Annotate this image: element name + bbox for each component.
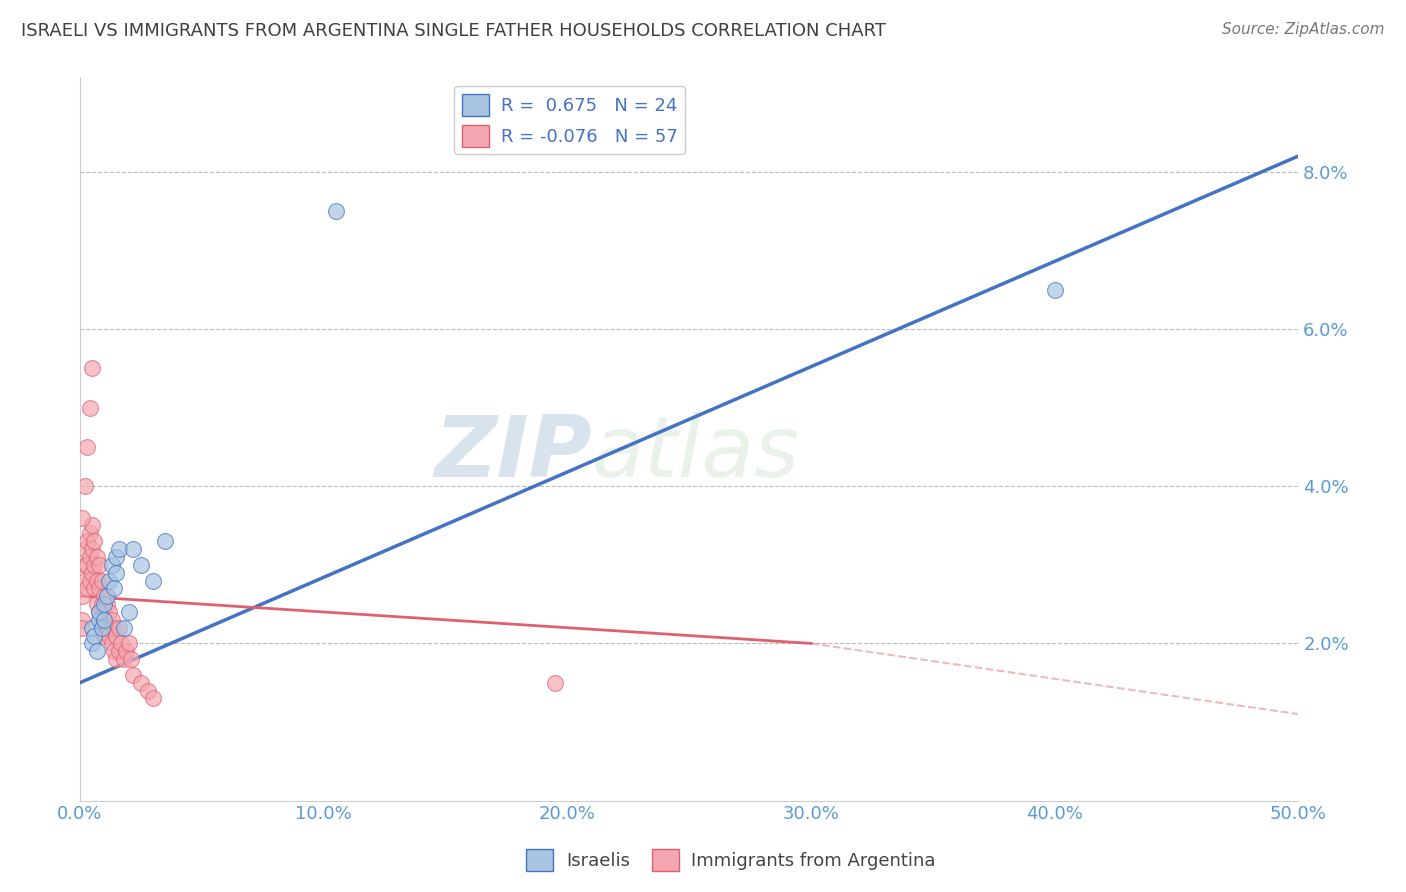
Point bbox=[142, 574, 165, 588]
Point bbox=[120, 652, 142, 666]
Text: Source: ZipAtlas.com: Source: ZipAtlas.com bbox=[1222, 22, 1385, 37]
Point bbox=[80, 566, 103, 580]
Point bbox=[117, 605, 139, 619]
Point bbox=[72, 621, 94, 635]
Point bbox=[80, 518, 103, 533]
Point bbox=[108, 542, 131, 557]
Point bbox=[89, 605, 111, 619]
Point bbox=[105, 628, 128, 642]
Point bbox=[103, 582, 125, 596]
Point bbox=[103, 644, 125, 658]
Point bbox=[76, 534, 98, 549]
Point bbox=[129, 675, 152, 690]
Point bbox=[76, 582, 98, 596]
Point bbox=[73, 574, 96, 588]
Text: ZIP: ZIP bbox=[434, 412, 592, 495]
Point bbox=[86, 574, 108, 588]
Point bbox=[112, 621, 135, 635]
Point bbox=[100, 558, 122, 572]
Point bbox=[93, 589, 115, 603]
Point bbox=[129, 558, 152, 572]
Point bbox=[73, 542, 96, 557]
Point bbox=[96, 589, 118, 603]
Point bbox=[1043, 283, 1066, 297]
Point bbox=[96, 621, 118, 635]
Point bbox=[89, 605, 111, 619]
Point bbox=[89, 558, 111, 572]
Point bbox=[79, 574, 101, 588]
Point bbox=[100, 636, 122, 650]
Point bbox=[103, 621, 125, 635]
Point bbox=[80, 621, 103, 635]
Point bbox=[115, 644, 138, 658]
Legend: Israelis, Immigrants from Argentina: Israelis, Immigrants from Argentina bbox=[519, 842, 943, 879]
Point bbox=[73, 479, 96, 493]
Point bbox=[79, 526, 101, 541]
Point bbox=[142, 691, 165, 706]
Point bbox=[79, 549, 101, 564]
Point bbox=[72, 589, 94, 603]
Text: atlas: atlas bbox=[592, 412, 800, 495]
Point bbox=[136, 683, 159, 698]
Point bbox=[73, 558, 96, 572]
Point bbox=[93, 613, 115, 627]
Point bbox=[544, 675, 567, 690]
Point bbox=[90, 621, 112, 635]
Point bbox=[76, 440, 98, 454]
Point bbox=[76, 558, 98, 572]
Text: ISRAELI VS IMMIGRANTS FROM ARGENTINA SINGLE FATHER HOUSEHOLDS CORRELATION CHART: ISRAELI VS IMMIGRANTS FROM ARGENTINA SIN… bbox=[21, 22, 886, 40]
Point bbox=[83, 582, 105, 596]
Point bbox=[325, 204, 347, 219]
Point bbox=[105, 652, 128, 666]
Point bbox=[86, 597, 108, 611]
Point bbox=[93, 613, 115, 627]
Point bbox=[90, 574, 112, 588]
Point bbox=[83, 558, 105, 572]
Point bbox=[105, 566, 128, 580]
Point bbox=[86, 549, 108, 564]
Point bbox=[122, 542, 145, 557]
Point bbox=[96, 597, 118, 611]
Point bbox=[83, 534, 105, 549]
Point bbox=[100, 613, 122, 627]
Point bbox=[105, 549, 128, 564]
Point bbox=[93, 597, 115, 611]
Point bbox=[108, 644, 131, 658]
Point bbox=[80, 542, 103, 557]
Point bbox=[89, 582, 111, 596]
Point bbox=[79, 401, 101, 415]
Point bbox=[90, 621, 112, 635]
Point bbox=[98, 605, 121, 619]
Point bbox=[72, 510, 94, 524]
Point bbox=[83, 628, 105, 642]
Point bbox=[89, 613, 111, 627]
Point bbox=[108, 621, 131, 635]
Point bbox=[153, 534, 176, 549]
Point bbox=[98, 574, 121, 588]
Point bbox=[90, 597, 112, 611]
Point bbox=[80, 636, 103, 650]
Point bbox=[72, 613, 94, 627]
Legend: R =  0.675   N = 24, R = -0.076   N = 57: R = 0.675 N = 24, R = -0.076 N = 57 bbox=[454, 87, 686, 154]
Point bbox=[122, 668, 145, 682]
Point bbox=[80, 361, 103, 376]
Point bbox=[98, 628, 121, 642]
Point bbox=[117, 636, 139, 650]
Point bbox=[93, 628, 115, 642]
Point bbox=[110, 636, 132, 650]
Point bbox=[86, 644, 108, 658]
Point bbox=[112, 652, 135, 666]
